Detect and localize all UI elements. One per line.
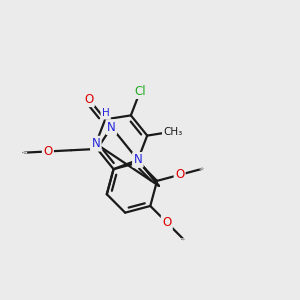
Text: CH₃: CH₃ (163, 127, 182, 136)
Text: H: H (102, 108, 110, 118)
Text: O: O (84, 93, 94, 106)
Text: N: N (92, 137, 100, 150)
Text: methyl: methyl (200, 168, 205, 169)
Text: O: O (162, 216, 171, 229)
Text: Cl: Cl (134, 85, 146, 98)
Text: methyl: methyl (22, 152, 27, 153)
Text: O: O (43, 145, 52, 158)
Text: O: O (175, 168, 184, 181)
Text: N: N (107, 121, 116, 134)
Text: N: N (134, 153, 142, 167)
Text: methyl: methyl (181, 238, 186, 240)
